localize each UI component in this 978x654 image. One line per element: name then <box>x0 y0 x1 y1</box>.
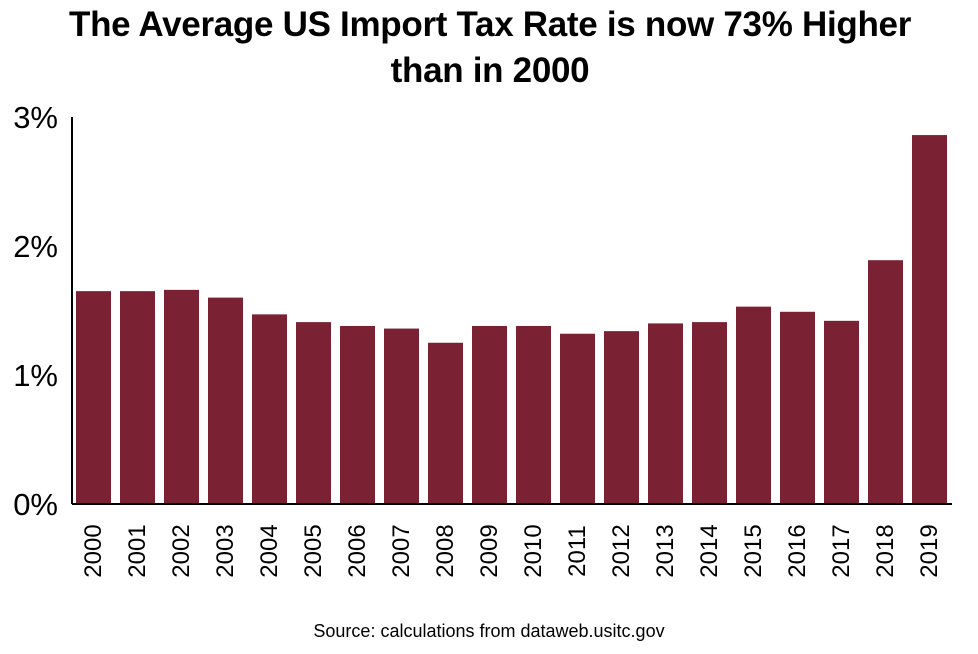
x-tick-label: 2008 <box>432 524 459 577</box>
bar-2003 <box>208 297 243 504</box>
x-tick-label: 2016 <box>784 524 811 577</box>
x-tick-label: 2009 <box>476 524 503 577</box>
y-axis-ticks: 0% 1% 2% 3% <box>13 100 58 522</box>
bar-2018 <box>868 260 903 504</box>
y-tick-label: 2% <box>13 229 58 264</box>
x-tick-label: 2000 <box>80 524 107 577</box>
bar-2001 <box>120 291 155 504</box>
x-tick-label: 2007 <box>388 524 415 577</box>
x-tick-label: 2015 <box>740 524 767 577</box>
x-tick-label: 2018 <box>872 524 899 577</box>
x-tick-label: 2010 <box>520 524 547 577</box>
source-note: Source: calculations from dataweb.usitc.… <box>313 621 665 641</box>
bar-2017 <box>824 320 859 504</box>
y-tick-label: 1% <box>13 358 58 393</box>
bar-2011 <box>560 333 595 504</box>
bar-2000 <box>76 291 111 504</box>
x-axis-labels: 2000 2001 2002 2003 2004 2005 2006 2007 2008 2009… <box>80 524 943 577</box>
bar-2010 <box>516 325 551 504</box>
bar-2009 <box>472 325 507 504</box>
chart-title: The Average US Import Tax Rate is now 73… <box>68 5 912 90</box>
x-tick-label: 2017 <box>828 524 855 577</box>
bar-2012 <box>604 331 639 504</box>
bar-2004 <box>252 314 287 504</box>
bar-2006 <box>340 325 375 504</box>
x-tick-label: 2011 <box>564 525 591 577</box>
x-tick-label: 2003 <box>212 524 239 577</box>
bar-2013 <box>648 323 683 504</box>
x-tick-label: 2005 <box>300 524 327 577</box>
bar-2005 <box>296 322 331 504</box>
y-tick-label: 0% <box>13 487 58 522</box>
x-tick-label: 2019 <box>916 524 943 577</box>
bar-2008 <box>428 342 463 504</box>
x-tick-label: 2013 <box>652 524 679 577</box>
bar-2007 <box>384 328 419 504</box>
bar-2016 <box>780 311 815 504</box>
x-tick-label: 2004 <box>256 524 283 577</box>
x-tick-label: 2001 <box>124 524 151 577</box>
y-tick-label: 3% <box>13 100 58 135</box>
bar-2015 <box>736 306 771 504</box>
bars-group <box>76 135 947 504</box>
bar-2019 <box>912 135 947 504</box>
x-tick-label: 2012 <box>608 524 635 577</box>
x-tick-label: 2014 <box>696 524 723 577</box>
x-tick-label: 2002 <box>168 524 195 577</box>
bar-2002 <box>164 289 199 504</box>
bar-2014 <box>692 322 727 504</box>
x-tick-label: 2006 <box>344 524 371 577</box>
